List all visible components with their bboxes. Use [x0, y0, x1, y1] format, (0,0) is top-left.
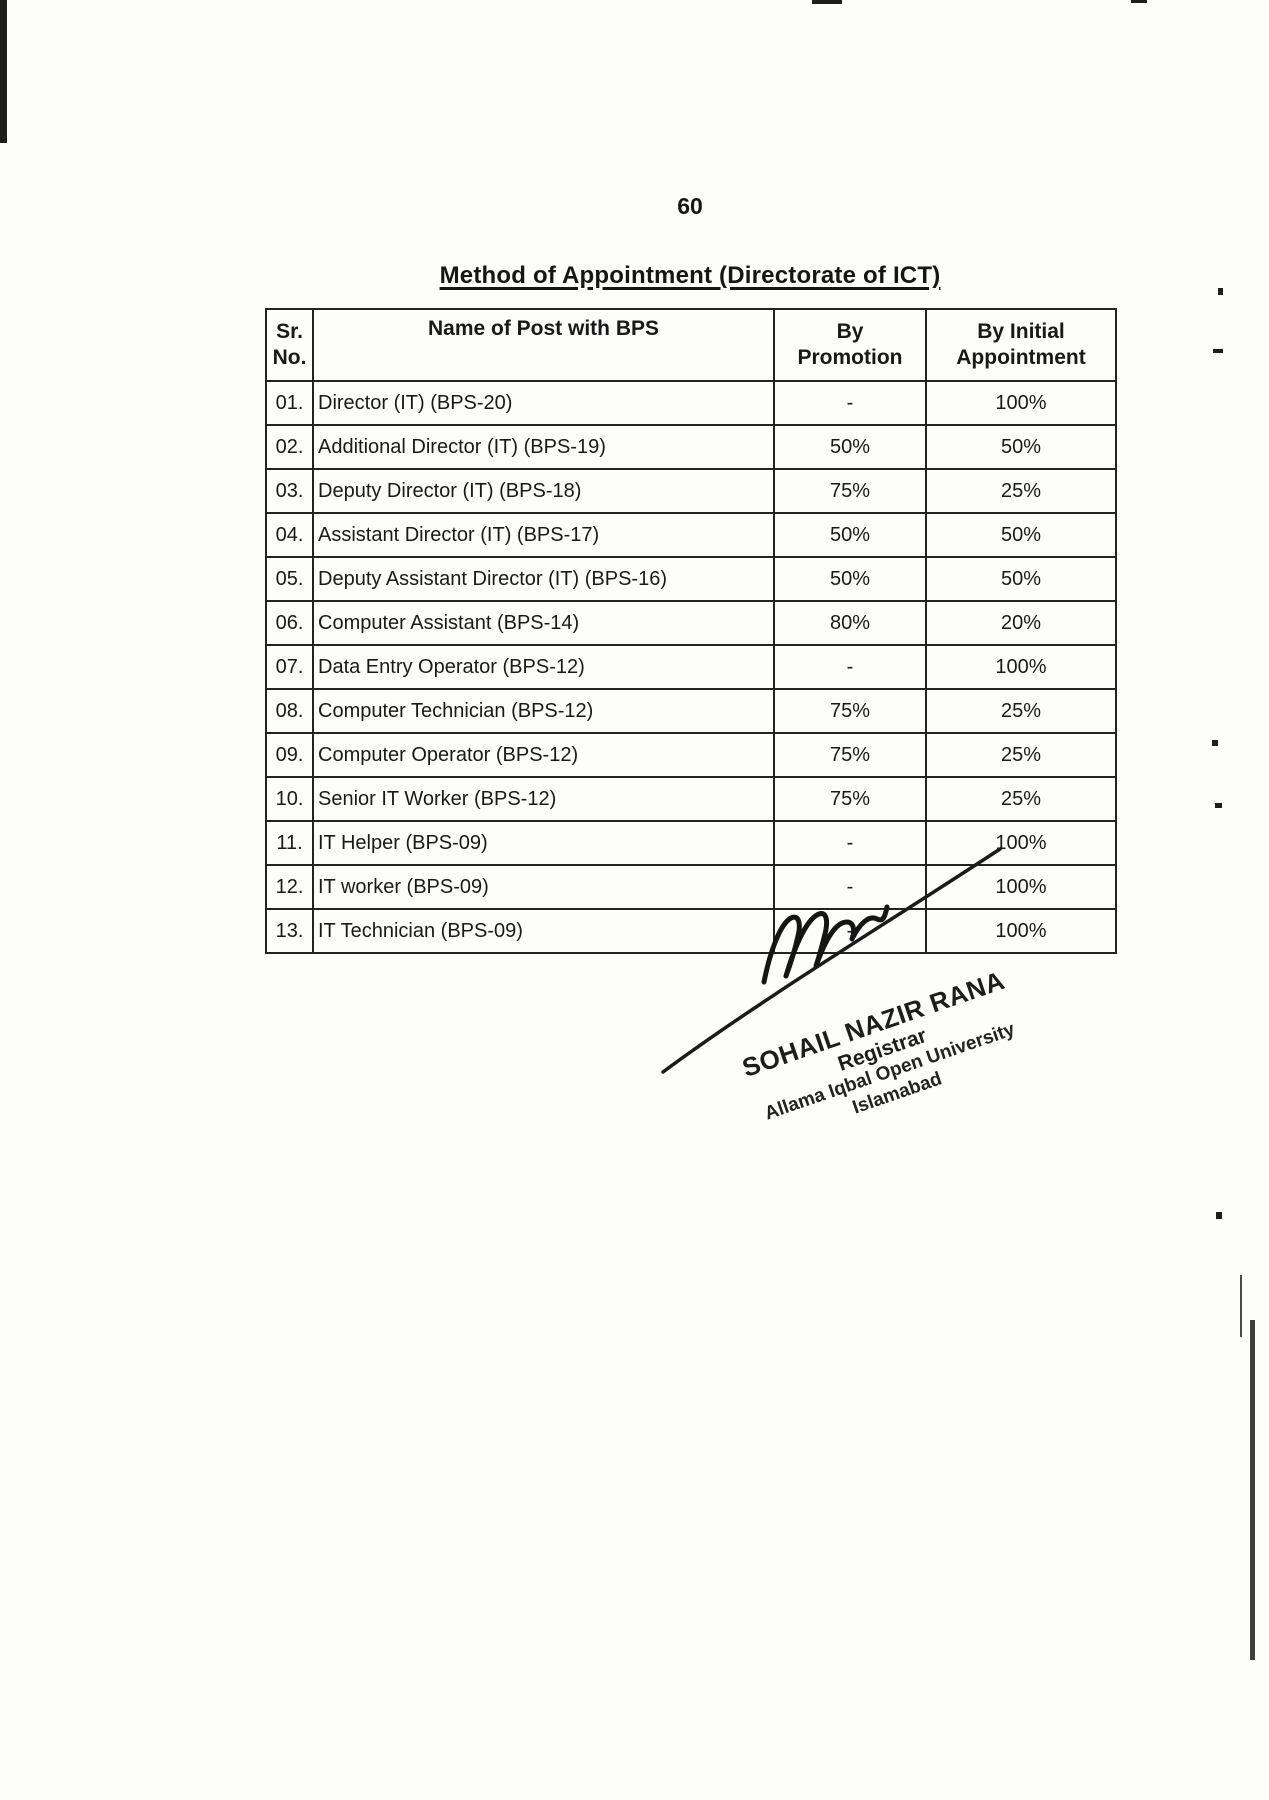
table-row: 13. IT Technician (BPS-09) - 100%: [265, 908, 1117, 954]
cell-by-initial-appointment: 20%: [925, 600, 1117, 646]
cell-post-name: Senior IT Worker (BPS-12): [312, 776, 775, 822]
cell-by-initial-appointment: 100%: [925, 864, 1117, 910]
cell-sr-no: 08.: [265, 688, 314, 734]
table-row: 07. Data Entry Operator (BPS-12) - 100%: [265, 644, 1117, 690]
cell-by-initial-appointment: 25%: [925, 468, 1117, 514]
scan-artifact: [1240, 1275, 1242, 1337]
table-header: Sr. No. Name of Post with BPS By Promoti…: [265, 308, 1117, 382]
cell-by-promotion: 50%: [773, 556, 927, 602]
cell-by-initial-appointment: 25%: [925, 776, 1117, 822]
cell-by-promotion: 50%: [773, 512, 927, 558]
cell-post-name: Data Entry Operator (BPS-12): [312, 644, 775, 690]
cell-by-initial-appointment: 100%: [925, 380, 1117, 426]
cell-post-name: Computer Assistant (BPS-14): [312, 600, 775, 646]
table-row: 03. Deputy Director (IT) (BPS-18) 75% 25…: [265, 468, 1117, 514]
header-initial-line2: Appointment: [956, 346, 1086, 369]
cell-by-initial-appointment: 100%: [925, 644, 1117, 690]
header-post: Name of Post with BPS: [312, 308, 775, 382]
cell-by-initial-appointment: 25%: [925, 732, 1117, 778]
scan-artifact: [1131, 0, 1147, 3]
cell-post-name: Assistant Director (IT) (BPS-17): [312, 512, 775, 558]
cell-post-name: IT worker (BPS-09): [312, 864, 775, 910]
table-row: 02. Additional Director (IT) (BPS-19) 50…: [265, 424, 1117, 470]
header-sr-no: Sr. No.: [265, 308, 314, 382]
registrar-stamp: SOHAIL NAZIR RANA Registrar Allama Iqbal…: [694, 950, 1076, 1164]
cell-sr-no: 11.: [265, 820, 314, 866]
cell-sr-no: 09.: [265, 732, 314, 778]
scan-artifact: [1216, 1212, 1222, 1219]
cell-by-initial-appointment: 100%: [925, 908, 1117, 954]
document-title: Method of Appointment (Directorate of IC…: [439, 262, 941, 289]
cell-by-promotion: 75%: [773, 732, 927, 778]
scan-artifact: [812, 0, 842, 4]
appointment-table: Sr. No. Name of Post with BPS By Promoti…: [265, 308, 1117, 954]
cell-by-promotion: -: [773, 380, 927, 426]
cell-by-initial-appointment: 50%: [925, 512, 1117, 558]
table-row: 10. Senior IT Worker (BPS-12) 75% 25%: [265, 776, 1117, 822]
cell-by-promotion: 80%: [773, 600, 927, 646]
cell-post-name: IT Helper (BPS-09): [312, 820, 775, 866]
table-row: 09. Computer Operator (BPS-12) 75% 25%: [265, 732, 1117, 778]
cell-sr-no: 12.: [265, 864, 314, 910]
cell-by-promotion: 75%: [773, 688, 927, 734]
cell-sr-no: 01.: [265, 380, 314, 426]
scan-artifact: [0, 0, 7, 143]
cell-sr-no: 05.: [265, 556, 314, 602]
cell-by-initial-appointment: 100%: [925, 820, 1117, 866]
header-initial: By Initial Appointment: [925, 308, 1117, 382]
cell-post-name: Computer Technician (BPS-12): [312, 688, 775, 734]
cell-sr-no: 04.: [265, 512, 314, 558]
appointment-table-body: 01. Director (IT) (BPS-20) - 100% 02. Ad…: [265, 380, 1117, 954]
table-row: 06. Computer Assistant (BPS-14) 80% 20%: [265, 600, 1117, 646]
scan-artifact: [1218, 288, 1223, 295]
header-promotion-line2: Promotion: [797, 346, 903, 369]
cell-by-promotion: 50%: [773, 424, 927, 470]
cell-by-initial-appointment: 25%: [925, 688, 1117, 734]
cell-by-promotion: -: [773, 908, 927, 954]
cell-sr-no: 07.: [265, 644, 314, 690]
header-promotion-line1: By: [836, 319, 864, 343]
cell-by-promotion: 75%: [773, 776, 927, 822]
cell-post-name: Computer Operator (BPS-12): [312, 732, 775, 778]
table-row: 11. IT Helper (BPS-09) - 100%: [265, 820, 1117, 866]
cell-by-promotion: -: [773, 644, 927, 690]
cell-post-name: Additional Director (IT) (BPS-19): [312, 424, 775, 470]
header-row: Sr. No. Name of Post with BPS By Promoti…: [265, 308, 1117, 382]
header-post-label: Name of Post with BPS: [427, 317, 660, 340]
header-sr-line1: Sr.: [276, 319, 303, 343]
cell-sr-no: 06.: [265, 600, 314, 646]
cell-by-promotion: -: [773, 864, 927, 910]
cell-sr-no: 10.: [265, 776, 314, 822]
cell-sr-no: 03.: [265, 468, 314, 514]
table-row: 04. Assistant Director (IT) (BPS-17) 50%…: [265, 512, 1117, 558]
header-initial-line1: By Initial: [977, 319, 1065, 343]
scan-artifact: [1250, 1320, 1255, 1660]
cell-post-name: Director (IT) (BPS-20): [312, 380, 775, 426]
table-row: 08. Computer Technician (BPS-12) 75% 25%: [265, 688, 1117, 734]
scan-artifact: [1213, 349, 1223, 353]
page-number: 60: [677, 193, 703, 219]
cell-post-name: Deputy Director (IT) (BPS-18): [312, 468, 775, 514]
table-row: 12. IT worker (BPS-09) - 100%: [265, 864, 1117, 910]
scan-artifact: [1215, 803, 1222, 808]
header-promotion: By Promotion: [773, 308, 927, 382]
cell-post-name: Deputy Assistant Director (IT) (BPS-16): [312, 556, 775, 602]
cell-by-promotion: -: [773, 820, 927, 866]
table-row: 01. Director (IT) (BPS-20) - 100%: [265, 380, 1117, 426]
table-row: 05. Deputy Assistant Director (IT) (BPS-…: [265, 556, 1117, 602]
cell-sr-no: 02.: [265, 424, 314, 470]
cell-by-initial-appointment: 50%: [925, 556, 1117, 602]
cell-post-name: IT Technician (BPS-09): [312, 908, 775, 954]
scan-artifact: [1212, 740, 1218, 746]
cell-by-initial-appointment: 50%: [925, 424, 1117, 470]
header-sr-line2: No.: [272, 346, 307, 369]
appointment-table-wrap: Sr. No. Name of Post with BPS By Promoti…: [265, 308, 1117, 954]
cell-sr-no: 13.: [265, 908, 314, 954]
cell-by-promotion: 75%: [773, 468, 927, 514]
